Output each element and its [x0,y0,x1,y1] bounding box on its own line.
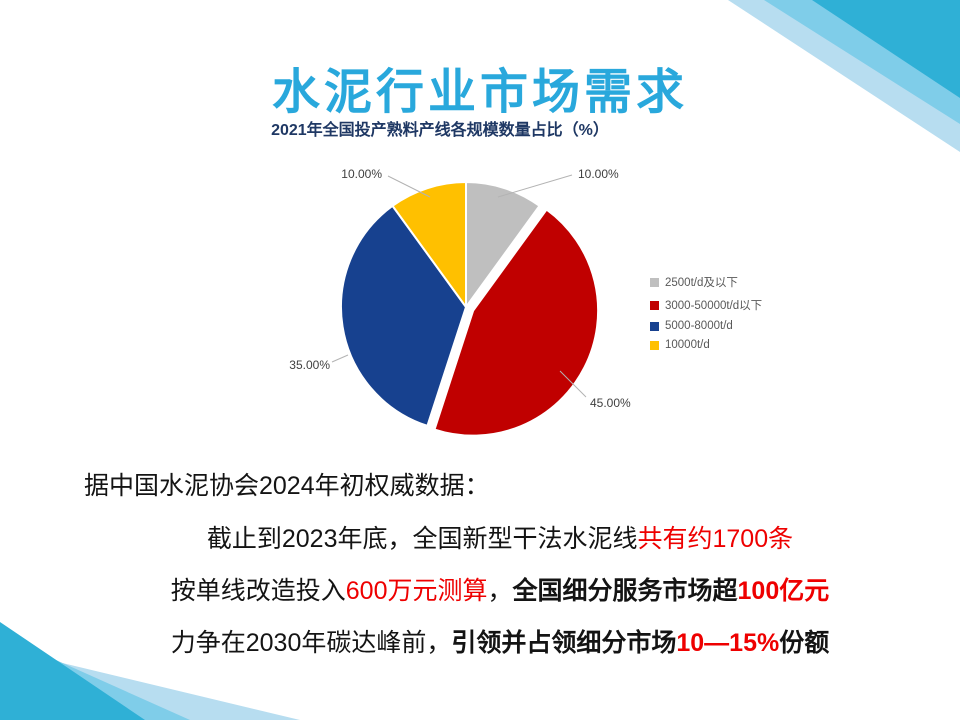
label-leader-line [331,354,349,363]
slide-title: 水泥行业市场需求 [271,66,688,119]
pie-percent-label: 10.00% [341,167,382,181]
legend-item: 10000t/d [650,339,762,351]
label-leader-line [497,174,573,198]
text-segment: ， [487,577,513,605]
text-segment: 截止到2023年底，全国新型干法水泥线 [206,525,638,553]
chart-legend: 2500t/d及以下 3000-50000t/d以下 5000-8000t/d 100… [650,274,762,358]
body-line: 力争在2030年碳达峰前，引领并占领细分市场10—15%份额 [40,628,960,680]
text-segment: 引领并占领细分市场 [451,629,677,657]
text-segment: 100亿元 [737,577,830,605]
body-lines: 截止到2023年底，全国新型干法水泥线共有约1700条 按单线改造投入600万元测… [40,524,960,680]
pie-percent-label: 10.00% [578,167,619,181]
text-segment: 600万元测算 [345,577,488,605]
legend-swatch-icon [650,277,659,287]
legend-swatch-icon [650,300,659,310]
body-intro: 据中国水泥协会2024年初权威数据： [84,472,490,500]
legend-label: 5000-8000t/d [665,320,733,332]
pie-slice [391,180,467,311]
body-line: 截止到2023年底，全国新型干法水泥线共有约1700条 [40,524,960,576]
pie-percent-label: 45.00% [590,396,631,410]
legend-label: 2500t/d及以下 [665,277,738,289]
legend-label: 10000t/d [665,339,710,351]
text-segment: 全国细分服务市场超 [512,577,738,605]
legend-swatch-icon [650,321,659,331]
text-segment: 按单线改造投入 [170,577,346,605]
text-segment: 共有约1700条 [637,525,794,553]
legend-label: 3000-50000t/d以下 [665,300,763,312]
pie-slice [465,180,541,311]
legend-item: 3000-50000t/d以下 [650,297,762,313]
text-segment: 份额 [779,629,830,657]
legend-item: 5000-8000t/d [650,320,762,332]
pie-percent-label: 35.00% [289,358,330,372]
pie-chart: 10.00% 45.00% 35.00% 10.00% [289,167,631,437]
pie-chart-block: 2021年全国投产熟料产线各规模数量占比（%） 10.00% 45.00% 35.0… [260,112,820,457]
legend-item: 2500t/d及以下 [650,274,762,290]
pie-slice [433,208,600,437]
text-segment: 力争在2030年碳达峰前， [170,629,452,657]
text-segment: 10—15% [676,629,780,657]
chart-title: 2021年全国投产熟料产线各规模数量占比（%） [271,122,609,139]
legend-swatch-icon [650,340,659,350]
label-leader-line [387,175,431,198]
label-leader-line [559,370,587,398]
pie-slice [340,204,468,428]
body-line: 按单线改造投入600万元测算，全国细分服务市场超100亿元 [40,576,960,628]
